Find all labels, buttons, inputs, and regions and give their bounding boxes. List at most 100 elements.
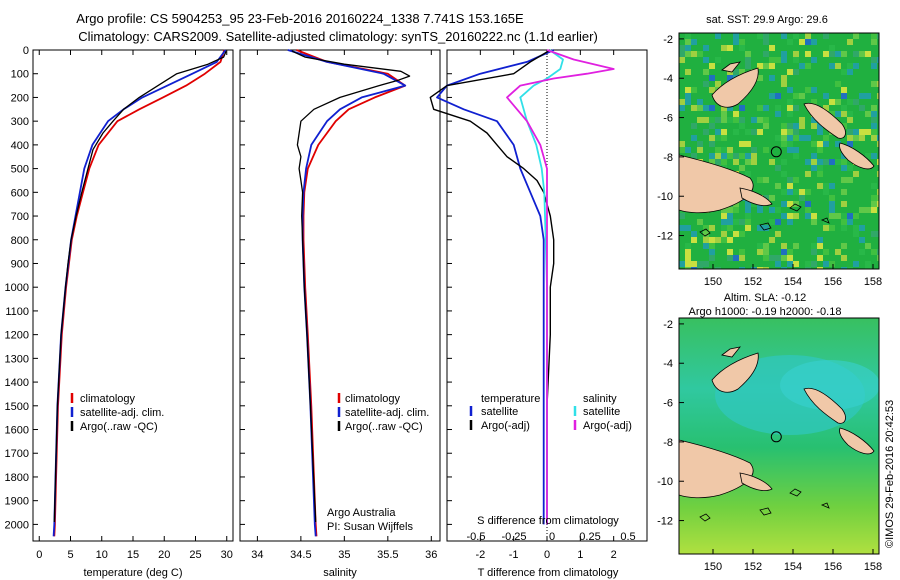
- sst-cell: [775, 57, 781, 63]
- sst-cell: [787, 189, 793, 195]
- sst-cell: [817, 129, 823, 135]
- depth-axis: 0 100 200 300 400 500 600 700 800 900 1000 1100 1200…: [5, 45, 38, 531]
- sst-cell: [751, 111, 757, 117]
- sst-cell: [691, 105, 697, 111]
- map-y-tick-label: -6: [663, 398, 673, 410]
- sst-cell: [877, 33, 879, 39]
- sst-cell: [763, 159, 769, 165]
- sst-cell: [679, 57, 685, 63]
- reef-outline: [789, 488, 802, 497]
- sst-cell: [727, 129, 733, 135]
- sst-cell: [877, 171, 879, 177]
- sst-cell: [853, 243, 859, 249]
- sst-cell: [835, 99, 841, 105]
- sst-cell: [757, 249, 763, 255]
- sst-cell: [757, 33, 763, 39]
- sst-cell: [679, 51, 685, 57]
- land-shape: [839, 142, 875, 170]
- sst-cell: [835, 81, 841, 87]
- sst-cell: [787, 213, 793, 219]
- sst-cell: [793, 135, 799, 141]
- temperature-xlabel: temperature (deg C): [83, 567, 182, 579]
- sst-cell: [829, 207, 835, 213]
- temperature-legend: climatology satellite-adj. clim. Argo(..…: [70, 393, 164, 433]
- sst-cell: [877, 195, 879, 201]
- map-y-tick-label: -12: [657, 516, 673, 528]
- depth-tick-label: 1100: [5, 306, 29, 318]
- reef-outline: [820, 502, 830, 509]
- sst-cell: [769, 57, 775, 63]
- map-y-tick-label: -4: [663, 73, 673, 85]
- sst-cell: [685, 87, 691, 93]
- sst-cell: [829, 201, 835, 207]
- sst-cell: [793, 123, 799, 129]
- temperature-tick-label: 0: [36, 549, 42, 561]
- sst-cell: [787, 87, 793, 93]
- sst-cell: [793, 207, 799, 213]
- sst-cell: [787, 129, 793, 135]
- sst-cell: [829, 45, 835, 51]
- sst-cell: [703, 57, 709, 63]
- sst-cell: [751, 159, 757, 165]
- sst-cell: [733, 219, 739, 225]
- sst-cell: [787, 123, 793, 129]
- sst-cell: [877, 249, 879, 255]
- sst-cell: [799, 195, 805, 201]
- temperature-tick-label: 10: [96, 549, 108, 561]
- sst-cell: [781, 213, 787, 219]
- depth-tick-label: 1900: [5, 496, 29, 508]
- sst-cell: [685, 225, 691, 231]
- sst-cell: [793, 189, 799, 195]
- sst-cell: [811, 153, 817, 159]
- sst-cell: [697, 141, 703, 147]
- sst-cell: [877, 231, 879, 237]
- sst-cell: [703, 237, 709, 243]
- sst-cell: [709, 117, 715, 123]
- sst-cell: [871, 57, 877, 63]
- sst-cell: [721, 45, 727, 51]
- sst-cell: [691, 261, 697, 267]
- sst-cell: [775, 135, 781, 141]
- sst-cell: [685, 213, 691, 219]
- sst-cell: [781, 201, 787, 207]
- sst-cell: [757, 111, 763, 117]
- sst-cell: [679, 225, 685, 231]
- sst-cell: [745, 159, 751, 165]
- sst-cell: [835, 51, 841, 57]
- argo-line: [291, 50, 411, 523]
- sst-cell: [697, 267, 703, 269]
- sst-cell: [709, 225, 715, 231]
- sst-cell: [697, 243, 703, 249]
- sst-cell: [817, 39, 823, 45]
- sst-cell: [799, 63, 805, 69]
- sst-cell: [739, 117, 745, 123]
- sst-cell: [769, 45, 775, 51]
- sst-cell: [745, 225, 751, 231]
- sst-cell: [871, 207, 877, 213]
- map-y-tick-label: -10: [657, 476, 673, 488]
- s-difference-tick-label: 0.5: [620, 531, 635, 543]
- sst-cell: [877, 201, 879, 207]
- sst-cell: [823, 183, 829, 189]
- sst-cell: [793, 225, 799, 231]
- map-x-tick-label: 156: [824, 276, 842, 288]
- legend-label-satellite: satellite-adj. clim.: [345, 407, 429, 419]
- sst-cell: [793, 81, 799, 87]
- sst-cell: [805, 159, 811, 165]
- sst-cell: [859, 129, 865, 135]
- sst-cell: [841, 123, 847, 129]
- depth-tick-label: 200: [11, 92, 29, 104]
- sst-cell: [877, 159, 879, 165]
- map-y-tick-label: -2: [663, 319, 673, 331]
- sst-cell: [763, 147, 769, 153]
- sst-cell: [745, 57, 751, 63]
- sst-cell: [823, 87, 829, 93]
- reef-outline: [759, 507, 772, 516]
- sst-cell: [877, 57, 879, 63]
- sst-cell: [829, 51, 835, 57]
- reef-outline: [820, 217, 830, 224]
- pi-label: PI: Susan Wijffels: [327, 521, 413, 533]
- sst-cell: [811, 141, 817, 147]
- sst-cell: [787, 147, 793, 153]
- sst-cell: [769, 219, 775, 225]
